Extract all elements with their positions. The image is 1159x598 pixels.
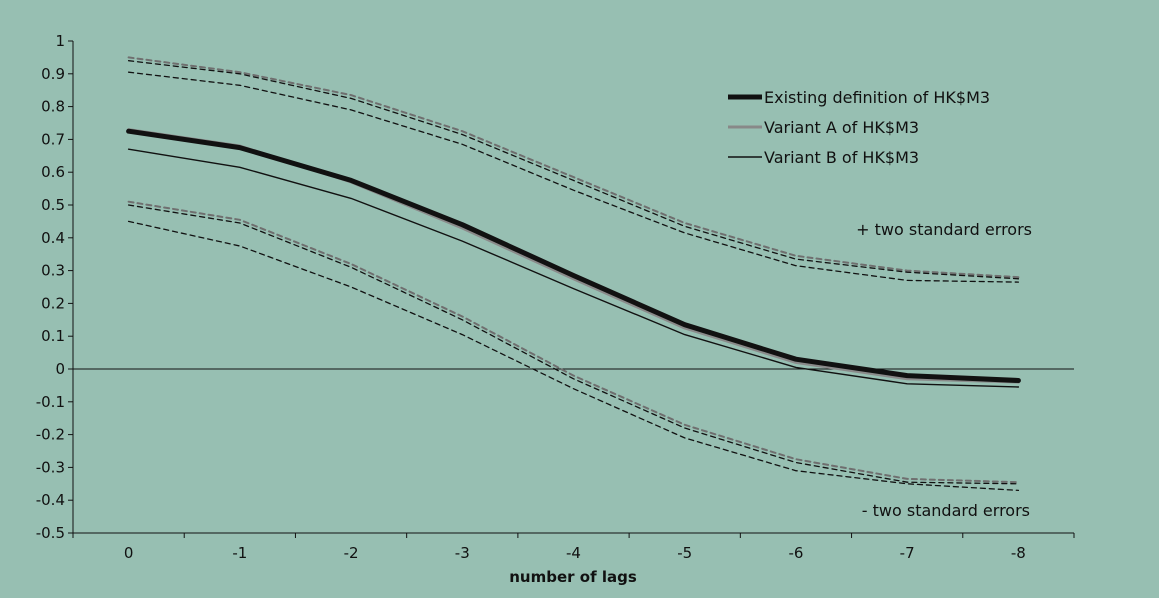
x-tick-label: -2 — [344, 544, 359, 562]
series-line-8 — [127, 220, 1020, 492]
x-tick-label: -7 — [900, 544, 915, 562]
y-tick-label: 0.3 — [41, 262, 65, 280]
series-line-1 — [127, 128, 1020, 384]
y-tick-label: -0.3 — [36, 458, 65, 476]
y-tick-label: -0.1 — [36, 393, 65, 411]
y-tick-label: -0.4 — [36, 491, 65, 509]
legend-label-existing: Existing definition of HK$M3 — [764, 88, 990, 107]
series-line-7 — [127, 204, 1020, 485]
annotation-minus-two-se: - two standard errors — [862, 501, 1030, 520]
axes-layer: 1 0.9 0.8 0.7 0.6 0.5 0.4 0.3 0.2 0.1 0 -0.1 -0.2 -0.… — [36, 32, 1075, 562]
legend-label-variant-b: Variant B of HK$M3 — [764, 148, 919, 167]
x-tick-label: -6 — [788, 544, 803, 562]
y-tick-label: 0.4 — [41, 229, 65, 247]
series-layer — [126, 56, 1021, 492]
x-tick-label: -4 — [566, 544, 581, 562]
x-tick-label: -1 — [232, 544, 247, 562]
y-tick-label: 0 — [55, 360, 65, 378]
y-tick-label: 0.6 — [41, 163, 65, 181]
series-line-4 — [127, 60, 1020, 280]
y-tick-label: 0.8 — [41, 98, 65, 116]
x-tick-label: -3 — [455, 544, 470, 562]
series-line-6 — [127, 200, 1020, 484]
y-tick-label: 0.2 — [41, 294, 65, 312]
x-tick-label: -8 — [1011, 544, 1026, 562]
annotation-plus-two-se: + two standard errors — [856, 220, 1032, 239]
y-tick-label: 0.9 — [41, 65, 65, 83]
x-tick-label: 0 — [124, 544, 134, 562]
y-tick-label: 1 — [55, 32, 65, 50]
y-tick-label: 0.5 — [41, 196, 65, 214]
x-axis-label: number of lags — [509, 568, 637, 586]
y-tick-label: 0.7 — [41, 130, 65, 148]
legend: Existing definition of HK$M3 Variant A o… — [728, 88, 990, 167]
series-line-0 — [126, 128, 1021, 383]
series-line-3 — [127, 56, 1020, 279]
y-tick-label: 0.1 — [41, 327, 65, 345]
x-tick-label: -5 — [677, 544, 692, 562]
y-tick-label: -0.5 — [36, 524, 65, 542]
series-line-2 — [127, 148, 1020, 388]
legend-label-variant-a: Variant A of HK$M3 — [764, 118, 919, 137]
y-tick-label: -0.2 — [36, 426, 65, 444]
series-line-5 — [127, 71, 1020, 283]
